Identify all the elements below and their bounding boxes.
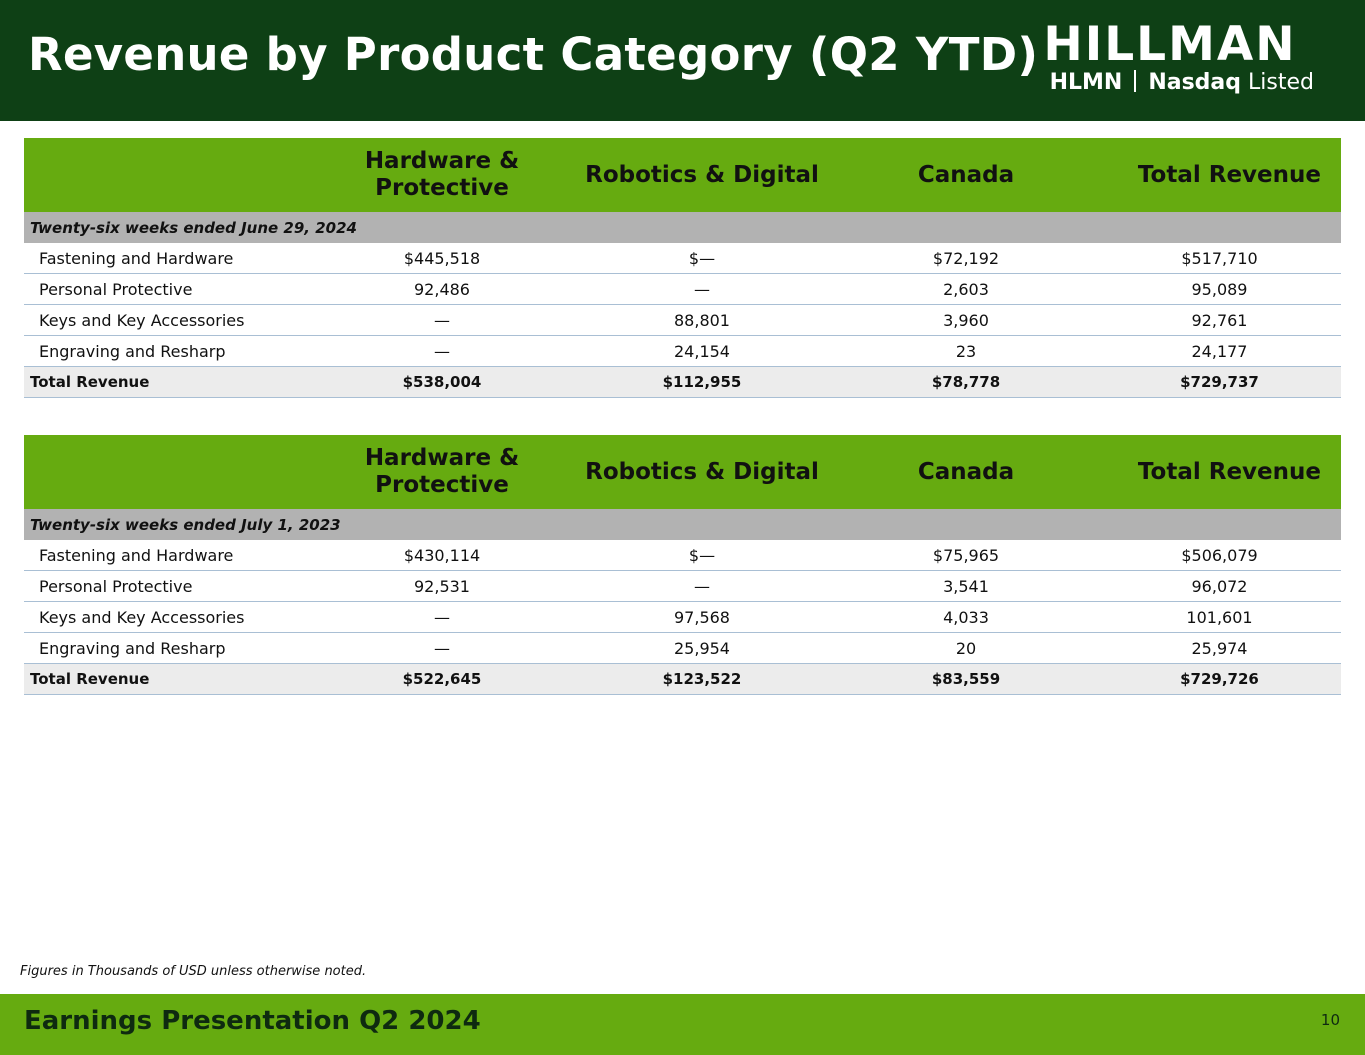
header-robotics-digital: Robotics & Digital	[570, 138, 834, 212]
total-value: $112,955	[570, 366, 834, 398]
cell-value: 97,568	[570, 601, 834, 633]
cell-value: $445,518	[314, 243, 570, 274]
cell-value: $75,965	[834, 540, 1098, 571]
header-cell-blank	[24, 138, 314, 212]
logo-wordmark: HILLMAN	[1043, 17, 1297, 72]
footer-title: Earnings Presentation Q2 2024	[24, 1006, 481, 1036]
cell-value: 25,974	[1098, 632, 1341, 664]
header-total-revenue: Total Revenue	[1098, 435, 1341, 509]
cell-value: 96,072	[1098, 570, 1341, 602]
logo-listed: Listed	[1248, 70, 1314, 95]
table-row: Engraving and Resharp — 25,954 20 25,974	[24, 632, 1341, 664]
header-canada: Canada	[834, 138, 1098, 212]
total-value: $83,559	[834, 663, 1098, 695]
cell-value: 20	[834, 632, 1098, 664]
slide-header: Revenue by Product Category (Q2 YTD) HIL…	[0, 0, 1365, 121]
cell-value: 92,531	[314, 570, 570, 602]
cell-value: $—	[570, 243, 834, 274]
cell-value: $517,710	[1098, 243, 1341, 274]
total-row: Total Revenue $538,004 $112,955 $78,778 …	[24, 366, 1341, 398]
cell-value: —	[570, 273, 834, 305]
cell-value: 92,761	[1098, 304, 1341, 336]
header-cell-blank	[24, 435, 314, 509]
cell-value: $—	[570, 540, 834, 571]
row-label: Engraving and Resharp	[24, 632, 314, 664]
cell-value: —	[314, 304, 570, 336]
header-total-revenue: Total Revenue	[1098, 138, 1341, 212]
page-number: 10	[1320, 1011, 1340, 1029]
cell-value: 2,603	[834, 273, 1098, 305]
total-row: Total Revenue $522,645 $123,522 $83,559 …	[24, 663, 1341, 695]
cell-value: 24,154	[570, 335, 834, 367]
table-header-row: Hardware & Protective Robotics & Digital…	[24, 138, 1341, 212]
slide-footer: Earnings Presentation Q2 2024 10	[0, 994, 1365, 1055]
logo-divider	[1134, 70, 1137, 92]
cell-value: 24,177	[1098, 335, 1341, 367]
row-label: Personal Protective	[24, 570, 314, 602]
logo-ticker: HLMN	[1049, 70, 1123, 95]
cell-value: —	[314, 335, 570, 367]
period-row: Twenty-six weeks ended June 29, 2024	[24, 212, 1341, 243]
cell-value: 3,541	[834, 570, 1098, 602]
table-row: Keys and Key Accessories — 88,801 3,960 …	[24, 304, 1341, 336]
total-value: $123,522	[570, 663, 834, 695]
cell-value: 4,033	[834, 601, 1098, 633]
cell-value: $506,079	[1098, 540, 1341, 571]
logo-exchange: Nasdaq	[1148, 70, 1242, 95]
row-label: Keys and Key Accessories	[24, 601, 314, 633]
cell-value: —	[570, 570, 834, 602]
total-value: $522,645	[314, 663, 570, 695]
cell-value: —	[314, 601, 570, 633]
table-row: Fastening and Hardware $430,114 $— $75,9…	[24, 540, 1341, 571]
cell-value: $430,114	[314, 540, 570, 571]
cell-value: 88,801	[570, 304, 834, 336]
logo-ticker-line: HLMN Nasdaq Listed	[1050, 68, 1314, 98]
total-label: Total Revenue	[24, 663, 314, 695]
period-label: Twenty-six weeks ended June 29, 2024	[24, 212, 1341, 243]
revenue-table-2023: Hardware & Protective Robotics & Digital…	[24, 435, 1341, 695]
row-label: Engraving and Resharp	[24, 335, 314, 367]
header-hardware-protective: Hardware & Protective	[314, 138, 570, 212]
table-row: Keys and Key Accessories — 97,568 4,033 …	[24, 601, 1341, 633]
hillman-logo: HILLMAN HLMN Nasdaq Listed	[990, 17, 1350, 98]
table-row: Personal Protective 92,531 — 3,541 96,07…	[24, 570, 1341, 602]
row-label: Fastening and Hardware	[24, 540, 314, 571]
page-title: Revenue by Product Category (Q2 YTD)	[28, 28, 1039, 81]
cell-value: —	[314, 632, 570, 664]
header-canada: Canada	[834, 435, 1098, 509]
footnote: Figures in Thousands of USD unless other…	[20, 964, 367, 979]
row-label: Personal Protective	[24, 273, 314, 305]
period-label: Twenty-six weeks ended July 1, 2023	[24, 509, 1341, 540]
table-row: Fastening and Hardware $445,518 $— $72,1…	[24, 243, 1341, 274]
cell-value: 3,960	[834, 304, 1098, 336]
table-row: Personal Protective 92,486 — 2,603 95,08…	[24, 273, 1341, 305]
total-value: $729,726	[1098, 663, 1341, 695]
cell-value: $72,192	[834, 243, 1098, 274]
cell-value: 92,486	[314, 273, 570, 305]
total-value: $78,778	[834, 366, 1098, 398]
row-label: Keys and Key Accessories	[24, 304, 314, 336]
period-row: Twenty-six weeks ended July 1, 2023	[24, 509, 1341, 540]
total-value: $538,004	[314, 366, 570, 398]
header-robotics-digital: Robotics & Digital	[570, 435, 834, 509]
cell-value: 23	[834, 335, 1098, 367]
cell-value: 95,089	[1098, 273, 1341, 305]
cell-value: 25,954	[570, 632, 834, 664]
table-header-row: Hardware & Protective Robotics & Digital…	[24, 435, 1341, 509]
cell-value: 101,601	[1098, 601, 1341, 633]
revenue-table-2024: Hardware & Protective Robotics & Digital…	[24, 138, 1341, 398]
header-hardware-protective: Hardware & Protective	[314, 435, 570, 509]
row-label: Fastening and Hardware	[24, 243, 314, 274]
total-value: $729,737	[1098, 366, 1341, 398]
total-label: Total Revenue	[24, 366, 314, 398]
table-row: Engraving and Resharp — 24,154 23 24,177	[24, 335, 1341, 367]
